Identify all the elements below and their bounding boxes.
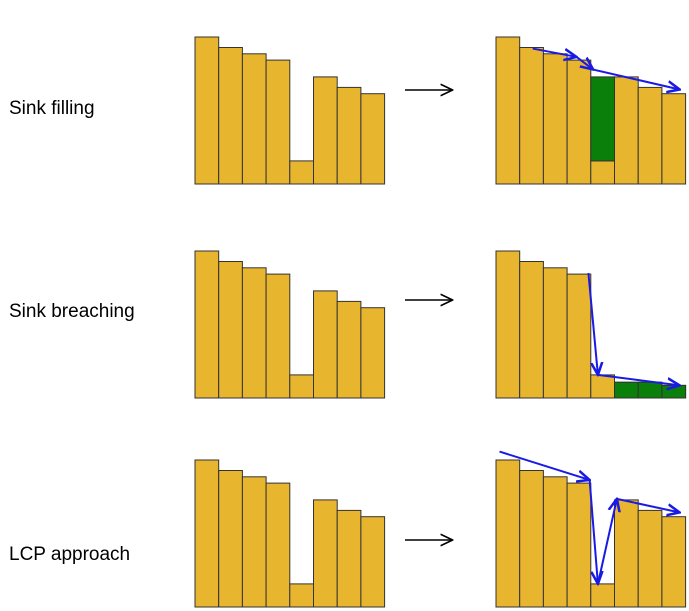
original-cell-bar bbox=[265, 59, 291, 185]
filled-cell-bar bbox=[590, 76, 615, 162]
original-cell-bar bbox=[241, 53, 267, 185]
result-cell-bar bbox=[614, 76, 639, 185]
flow-arrow-icon bbox=[592, 68, 680, 90]
original-cell-bar bbox=[336, 509, 362, 608]
original-cell-bar bbox=[313, 290, 338, 399]
flow-arrow-icon bbox=[499, 450, 590, 480]
result-cell-bar bbox=[542, 476, 568, 608]
flow-arrow-icon bbox=[596, 499, 617, 585]
original-cell-bar bbox=[313, 76, 338, 185]
original-cell-bar bbox=[360, 93, 386, 185]
original-cell-bar bbox=[360, 516, 386, 608]
original-cell-bar bbox=[241, 267, 267, 399]
flow-arrow-icon bbox=[532, 47, 577, 57]
original-cell-bar bbox=[289, 583, 314, 608]
flow-arrow-icon bbox=[588, 479, 598, 584]
flow-arrow-icon bbox=[616, 497, 680, 513]
result-cell-bar bbox=[661, 516, 687, 608]
result-cell-bar bbox=[590, 374, 615, 399]
original-cell-bar bbox=[218, 470, 243, 608]
original-cell-bar bbox=[265, 482, 291, 608]
result-cell-bar bbox=[495, 250, 521, 399]
original-cell-bar bbox=[289, 374, 314, 399]
result-cell-bar bbox=[495, 459, 521, 608]
result-cell-bar bbox=[590, 583, 615, 608]
result-profile-3 bbox=[495, 450, 687, 608]
row-label-sink-filling: Sink filling bbox=[9, 98, 95, 119]
original-cell-bar bbox=[194, 36, 220, 185]
flow-arrow-icon bbox=[575, 56, 594, 70]
result-cell-bar bbox=[542, 267, 568, 399]
result-cell-bar bbox=[519, 47, 544, 185]
original-cell-bar bbox=[289, 160, 314, 185]
original-profile-2 bbox=[194, 250, 386, 399]
result-cell-bar bbox=[566, 273, 592, 399]
row-lcp-approach: LCP approach bbox=[9, 450, 687, 608]
flow-arrow-icon bbox=[587, 272, 597, 375]
row-label-lcp-approach: LCP approach bbox=[9, 544, 130, 565]
row-label-sink-breaching: Sink breaching bbox=[9, 301, 135, 322]
result-cell-bar bbox=[566, 482, 592, 608]
breached-cell-bar bbox=[637, 381, 663, 399]
original-cell-bar bbox=[194, 250, 220, 399]
result-cell-bar bbox=[519, 470, 544, 608]
flow-arrow-icon bbox=[597, 373, 680, 386]
original-cell-bar bbox=[241, 476, 267, 608]
result-cell-bar bbox=[661, 93, 687, 185]
breached-cell-bar bbox=[661, 384, 687, 399]
result-cell-bar bbox=[637, 509, 663, 608]
original-cell-bar bbox=[360, 307, 386, 399]
result-cell-bar bbox=[566, 59, 592, 185]
result-cell-bar bbox=[495, 36, 521, 185]
original-cell-bar bbox=[336, 300, 362, 399]
result-cell-bar bbox=[519, 261, 544, 399]
breached-cell-bar bbox=[614, 381, 639, 399]
result-profile-1 bbox=[495, 36, 687, 185]
original-cell-bar bbox=[313, 499, 338, 608]
result-cell-bar bbox=[614, 499, 639, 608]
result-cell-bar bbox=[542, 53, 568, 185]
result-cell-bar bbox=[590, 160, 615, 185]
row-sink-filling: Sink filling bbox=[9, 36, 687, 185]
original-cell-bar bbox=[194, 459, 220, 608]
original-cell-bar bbox=[218, 261, 243, 399]
original-profile-3 bbox=[194, 459, 386, 608]
result-cell-bar bbox=[637, 86, 663, 185]
original-cell-bar bbox=[265, 273, 291, 399]
result-profile-2 bbox=[495, 250, 687, 399]
row-sink-breaching: Sink breaching bbox=[9, 250, 687, 399]
original-cell-bar bbox=[336, 86, 362, 185]
original-profile-1 bbox=[194, 36, 386, 185]
original-cell-bar bbox=[218, 47, 243, 185]
